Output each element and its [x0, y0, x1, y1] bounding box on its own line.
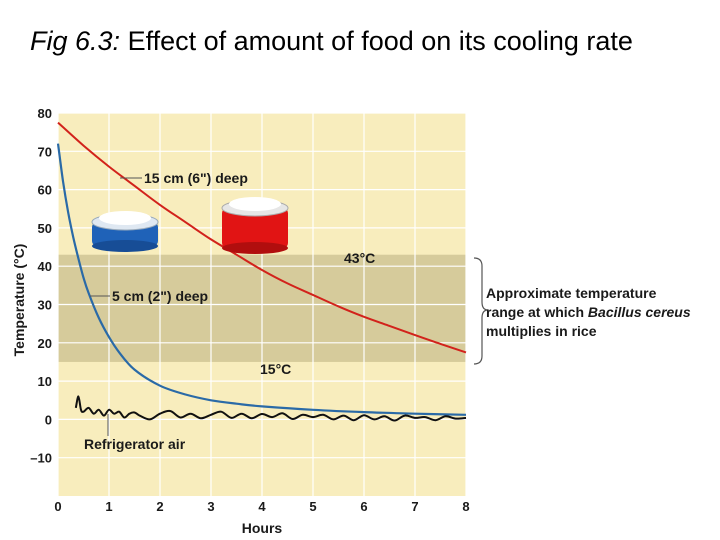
y-axis-label: Temperature (°C) — [11, 244, 27, 357]
shallow-series-label: 5 cm (2") deep — [112, 288, 208, 304]
range-note-organism: Bacillus cereus — [588, 304, 691, 320]
range-note-line2: range at which Bacillus cereus — [486, 304, 691, 320]
deep-series-line — [57, 121, 467, 354]
shallow-dish-illustration — [91, 211, 159, 252]
x-axis-label: Hours — [242, 520, 283, 536]
air-series-label: Refrigerator air — [84, 436, 186, 452]
figure-number: Fig 6.3: — [30, 26, 121, 56]
range-note-prefix: range at which — [486, 304, 588, 320]
range-note-line1: Approximate temperature — [486, 285, 657, 301]
series-layer — [56, 121, 467, 422]
deep-pan-illustration — [221, 197, 289, 254]
range-note-line3: multiplies in rice — [486, 323, 597, 339]
slide-title: Fig 6.3: Effect of amount of food on its… — [30, 26, 633, 57]
y-tick-label: 70 — [38, 144, 52, 159]
figure-caption: Effect of amount of food on its cooling … — [127, 26, 633, 56]
shallow-series-line — [56, 143, 467, 416]
x-tick-label: 0 — [54, 499, 61, 514]
y-tick-label: 50 — [38, 221, 52, 236]
band-low-label: 15°C — [260, 361, 291, 377]
refrigerator-air-line — [74, 395, 467, 422]
gridlines — [57, 112, 467, 496]
y-tick-label: –10 — [30, 451, 52, 466]
band-high-label: 43°C — [344, 250, 375, 266]
y-tick-label: 30 — [38, 298, 52, 313]
x-tick-label: 3 — [207, 499, 214, 514]
x-tick-label: 7 — [411, 499, 418, 514]
x-tick-label: 5 — [309, 499, 316, 514]
x-tick-label: 1 — [105, 499, 112, 514]
y-tick-label: 60 — [38, 183, 52, 198]
y-tick-label: 10 — [38, 374, 52, 389]
x-tick-label: 4 — [258, 499, 266, 514]
y-tick-label: 40 — [38, 259, 52, 274]
range-brace — [473, 257, 489, 365]
y-tick-label: 0 — [45, 412, 52, 427]
x-tick-label: 8 — [462, 499, 469, 514]
y-tick-label: 80 — [38, 106, 52, 121]
x-tick-label: 2 — [156, 499, 163, 514]
deep-series-label: 15 cm (6") deep — [144, 170, 248, 186]
ticks-layer: 80 70 60 50 40 30 20 10 0 –10 0 1 2 3 4 5 6 7 8 — [30, 106, 469, 514]
x-tick-label: 6 — [360, 499, 367, 514]
y-tick-label: 20 — [38, 336, 52, 351]
